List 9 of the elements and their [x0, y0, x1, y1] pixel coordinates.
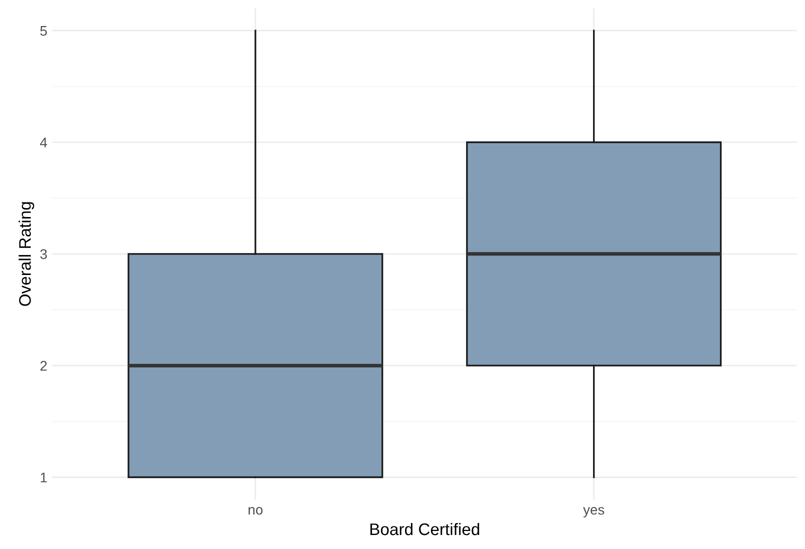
y-axis-title: Overall Rating: [18, 202, 34, 306]
x-tick-label: no: [248, 507, 263, 515]
x-tick-label: yes: [583, 507, 604, 518]
y-tick-label: 1: [40, 472, 47, 482]
y-tick-label: 3: [40, 249, 47, 260]
y-tick-label: 4: [40, 138, 48, 148]
y-tick-label: 5: [40, 26, 47, 36]
y-tick-label: 2: [40, 360, 47, 371]
x-axis-title: Board Certified: [370, 522, 480, 536]
